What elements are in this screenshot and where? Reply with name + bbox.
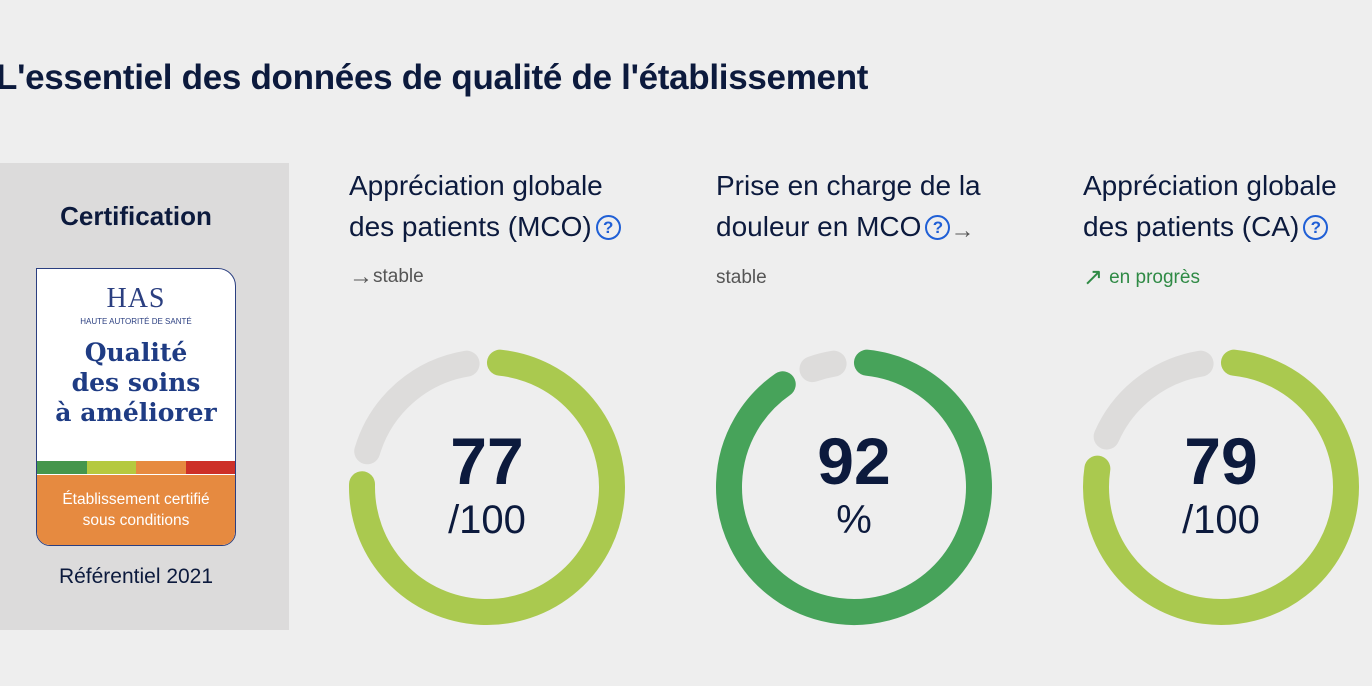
certification-status: Établissement certifié sous conditions <box>37 475 235 545</box>
gauge-value-arc <box>349 349 625 625</box>
gauge-unit: /100 <box>1182 498 1260 542</box>
gauge-track <box>799 350 847 383</box>
trend: →stable <box>349 263 424 290</box>
gauge-unit: % <box>836 498 872 542</box>
certification-badge[interactable]: HAS HAUTE AUTORITÉ DE SANTÉ Qualité des … <box>36 268 236 546</box>
gauge-track <box>354 350 480 465</box>
gauge-ring <box>716 349 992 625</box>
gauge: 92 % <box>715 348 993 631</box>
certification-heading: Certification <box>60 201 212 231</box>
has-logo-subtitle: HAUTE AUTORITÉ DE SANTÉ <box>80 317 192 326</box>
gauge-value: 92 <box>817 424 891 498</box>
gauge: 79 /100 <box>1082 348 1360 631</box>
gauge-value: 79 <box>1184 424 1258 498</box>
indicator-card: Appréciation globale des patients (MCO)? … <box>349 165 679 290</box>
scale-green <box>37 461 87 474</box>
indicator-card: Prise en charge de la douleur en MCO? → st… <box>716 165 1046 291</box>
scale-orange <box>136 461 186 474</box>
gauge-unit: /100 <box>448 498 526 542</box>
page-title: L'essentiel des données de qualité de l'… <box>0 58 869 97</box>
scale-red <box>185 461 235 474</box>
indicator-card: Appréciation globale des patients (CA)? ↗… <box>1083 165 1372 291</box>
gauge-track <box>1093 350 1214 450</box>
help-icon[interactable]: ? <box>1303 215 1329 240</box>
arrow-right-icon: → <box>349 263 373 290</box>
trend: stable <box>716 267 767 288</box>
arrow-up-right-icon: ↗ <box>1083 264 1104 291</box>
gauge: 77 /100 <box>348 348 626 631</box>
trend: ↗ en progrès <box>1083 264 1200 291</box>
arrow-right-icon: → <box>950 217 975 244</box>
quality-label: Qualité des soins à améliorer <box>55 338 217 427</box>
quality-scale <box>37 461 235 474</box>
referential: Référentiel 2021 <box>58 565 214 588</box>
gauge-value-arc <box>716 349 992 625</box>
scale-lightgreen <box>86 461 136 474</box>
certification-panel: Certification HAS HAUTE AUTORITÉ DE SANT… <box>0 163 289 630</box>
gauge-value: 77 <box>450 424 524 498</box>
gauge-ring <box>349 349 625 625</box>
has-logo: HAS <box>106 283 166 314</box>
help-icon[interactable]: ? <box>925 215 951 240</box>
gauge-value-arc <box>1083 349 1359 625</box>
help-icon[interactable]: ? <box>595 215 621 240</box>
gauge-ring <box>1083 349 1359 625</box>
